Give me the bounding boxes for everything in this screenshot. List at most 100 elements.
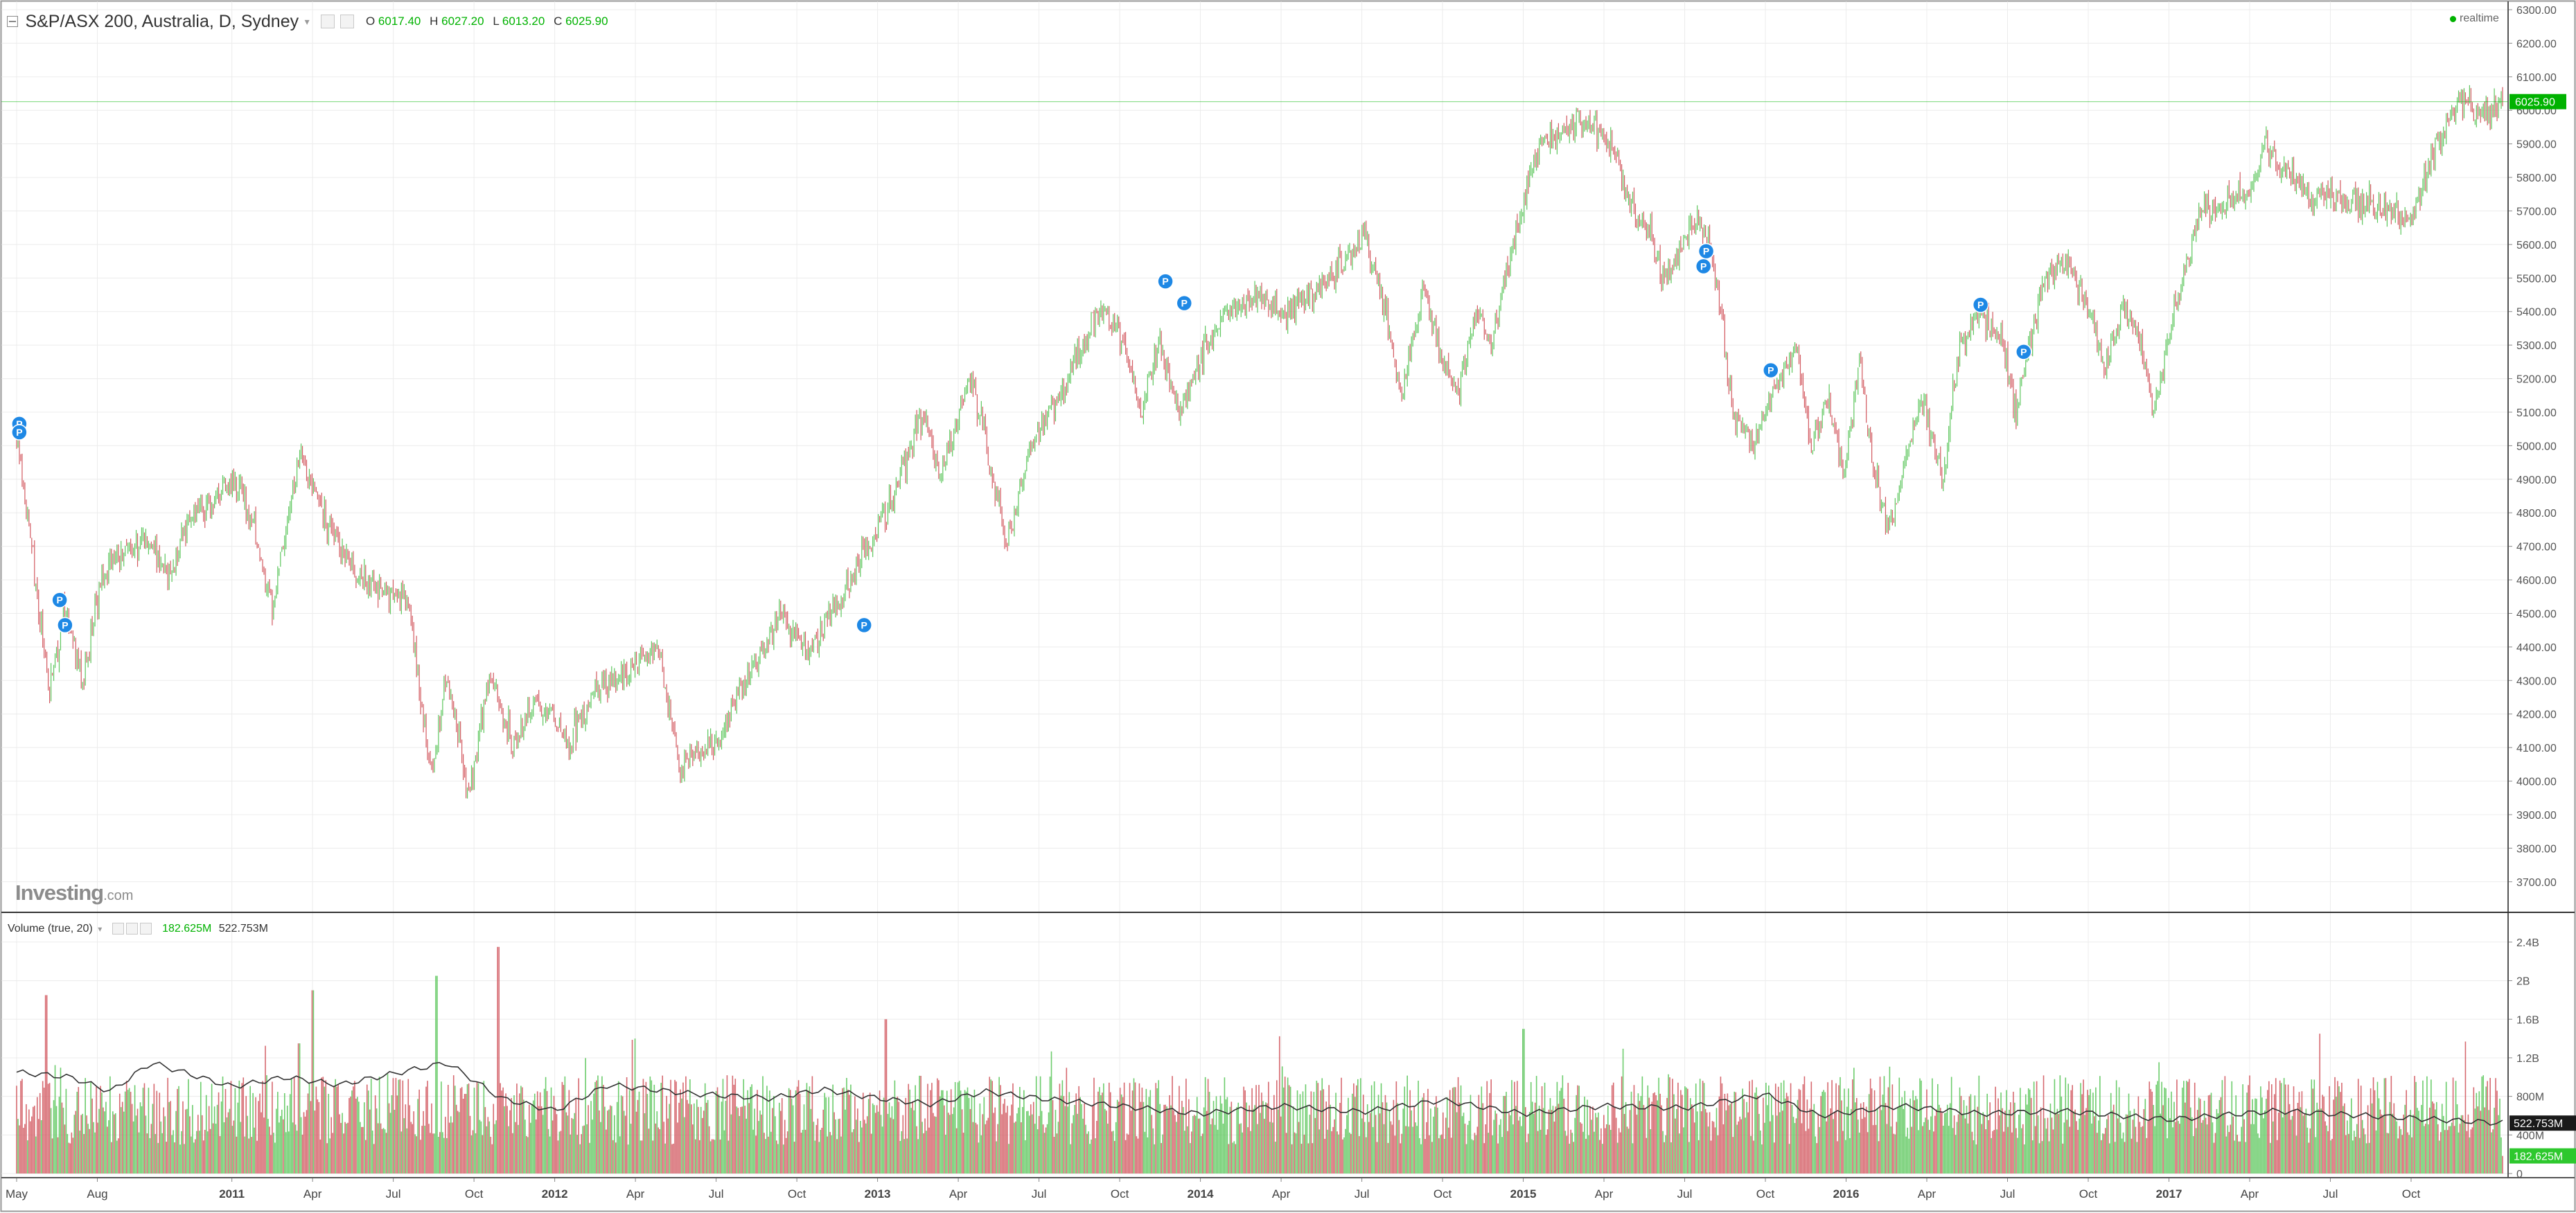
chevron-down-icon[interactable]: ▾ — [304, 16, 310, 27]
time-axis-label: Oct — [465, 1187, 484, 1201]
price-axis-label: 4900.00 — [2516, 475, 2557, 486]
time-axis-label: 2014 — [1188, 1187, 1214, 1201]
volume-ma-axis-label: 522.753M — [2514, 1118, 2563, 1130]
event-marker-icon[interactable] — [856, 617, 872, 634]
price-axis-label: 4400.00 — [2516, 642, 2557, 654]
volume-eye-button[interactable] — [112, 923, 124, 935]
price-axis-label: 4000.00 — [2516, 777, 2557, 788]
chevron-down-icon[interactable]: ▾ — [98, 924, 103, 934]
collapse-pane-icon[interactable] — [7, 16, 18, 27]
time-axis-label: 2011 — [219, 1187, 245, 1201]
logo-suffix: .com — [103, 888, 134, 903]
realtime-indicator: realtime — [2450, 12, 2499, 25]
price-axis-label: 3900.00 — [2516, 810, 2557, 822]
event-marker-icon[interactable] — [1176, 294, 1193, 312]
pane-close-button[interactable] — [339, 15, 354, 28]
event-marker-icon[interactable] — [1972, 296, 1989, 313]
event-marker-label: P — [1767, 364, 1774, 375]
price-axis-label: 5600.00 — [2516, 240, 2557, 251]
volume-last-axis-label: 182.625M — [2514, 1151, 2563, 1163]
realtime-label: realtime — [2460, 12, 2499, 24]
time-axis-label: Apr — [303, 1187, 322, 1201]
event-marker-label: P — [62, 619, 68, 630]
time-axis-label: Jul — [2323, 1187, 2338, 1201]
time-axis-label: Jul — [386, 1187, 401, 1201]
open-value: 6017.40 — [378, 15, 421, 28]
time-axis-label: Oct — [1433, 1187, 1452, 1201]
volume-ma-line — [16, 1061, 2503, 1126]
time-axis-label: 2015 — [1510, 1187, 1537, 1201]
event-marker-icon[interactable] — [1157, 273, 1174, 290]
low-label: L — [493, 15, 500, 28]
event-marker-label: P — [1162, 276, 1168, 287]
event-marker-icon[interactable] — [51, 592, 68, 608]
price-axis-label: 5800.00 — [2516, 172, 2557, 184]
volume-axis-label: 800M — [2516, 1092, 2544, 1104]
event-marker-label: P — [1703, 246, 1709, 257]
price-axis-label: 5100.00 — [2516, 407, 2557, 419]
price-axis-label: 4200.00 — [2516, 709, 2557, 721]
volume-close-button[interactable] — [139, 923, 152, 935]
event-marker-label: P — [1977, 299, 1984, 310]
volume-title[interactable]: Volume (true, 20) — [8, 923, 93, 935]
event-marker-icon[interactable] — [11, 424, 28, 441]
time-axis-label: Jul — [1677, 1187, 1693, 1201]
time-axis-label: Jul — [1355, 1187, 1370, 1201]
low-value: 6013.20 — [502, 15, 545, 28]
high-label: H — [430, 15, 439, 28]
event-marker-label: P — [2020, 346, 2027, 357]
time-axis-label: Oct — [2402, 1187, 2421, 1201]
volume-settings-button[interactable] — [125, 923, 138, 935]
event-marker-label: P — [1181, 298, 1188, 309]
event-marker-label: P — [16, 418, 22, 430]
time-axis-label: 2016 — [1833, 1187, 1860, 1201]
time-axis-label: Oct — [1756, 1187, 1775, 1201]
close-value: 6025.90 — [565, 15, 608, 28]
time-axis-label: 2017 — [2156, 1187, 2182, 1201]
time-axis-label: Jul — [1032, 1187, 1047, 1201]
event-marker-icon[interactable] — [1695, 258, 1712, 275]
time-axis-label: 2012 — [542, 1187, 568, 1201]
price-axis-label: 4100.00 — [2516, 743, 2557, 754]
price-axis-label: 3800.00 — [2516, 843, 2557, 855]
close-label: C — [554, 15, 563, 28]
event-marker-icon[interactable] — [1763, 362, 1779, 379]
time-axis-label: Apr — [2241, 1187, 2259, 1201]
time-axis-label: Apr — [1918, 1187, 1937, 1201]
time-axis-label: Jul — [709, 1187, 724, 1201]
volume-last-tag — [2509, 1148, 2576, 1164]
volume-axis-label: 2.4B — [2516, 937, 2539, 949]
open-label: O — [365, 15, 376, 28]
volume-ma-value: 522.753M — [218, 923, 268, 935]
volume-ma-tag — [2509, 1115, 2576, 1131]
volume-axis-label: 1.6B — [2516, 1014, 2539, 1026]
symbol-title[interactable]: S&P/ASX 200, Australia, D, Sydney — [25, 12, 299, 31]
investing-logo: Investing.com — [15, 880, 133, 905]
price-axis-label: 4300.00 — [2516, 675, 2557, 687]
price-axis-label: 5300.00 — [2516, 340, 2557, 352]
price-axis-label: 5700.00 — [2516, 206, 2557, 218]
price-axis-label: 4700.00 — [2516, 542, 2557, 554]
volume-axis-label: 2B — [2516, 976, 2530, 988]
price-axis-label: 5500.00 — [2516, 273, 2557, 285]
time-axis-label: May — [6, 1187, 28, 1201]
event-marker-label: P — [16, 427, 22, 438]
price-axis-label: 5200.00 — [2516, 374, 2557, 386]
price-axis-label: 5000.00 — [2516, 441, 2557, 452]
event-marker-icon[interactable] — [2015, 344, 2032, 360]
time-axis-label: Jul — [2000, 1187, 2015, 1201]
price-axis-label: 6300.00 — [2516, 5, 2557, 17]
price-axis-label: 4800.00 — [2516, 508, 2557, 520]
price-axis-label: 5900.00 — [2516, 139, 2557, 151]
event-marker-icon[interactable] — [57, 617, 73, 634]
price-axis-label: 6100.00 — [2516, 72, 2557, 84]
logo-brand: Investing — [15, 880, 104, 905]
time-axis-label: Oct — [788, 1187, 806, 1201]
pane-settings-button[interactable] — [321, 15, 335, 28]
time-axis-label: Apr — [626, 1187, 645, 1201]
volume-header: Volume (true, 20) ▾ 182.625M 522.753M — [8, 921, 268, 937]
